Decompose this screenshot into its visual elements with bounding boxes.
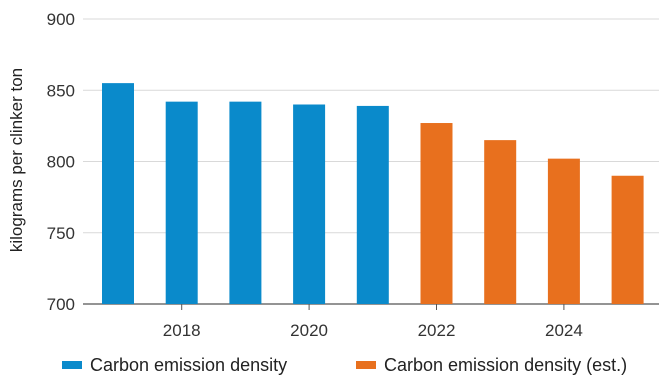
- y-axis-title: kilograms per clinker ton: [7, 68, 26, 252]
- bar: [356, 105, 389, 304]
- x-tick-label: 2018: [163, 321, 201, 340]
- bar: [102, 83, 134, 304]
- bar: [484, 140, 517, 304]
- x-axis: 2018 2020 2022 2024: [163, 304, 583, 340]
- legend-item: Carbon emission density: [62, 355, 287, 375]
- legend: Carbon emission density Carbon emission d…: [62, 355, 627, 375]
- legend-item: Carbon emission density (est.): [356, 355, 627, 375]
- x-tick-label: 2024: [545, 321, 583, 340]
- y-tick-label: 750: [47, 224, 75, 243]
- y-tick-label: 700: [47, 295, 75, 314]
- legend-label: Carbon emission density: [90, 355, 287, 375]
- bars: [102, 83, 644, 305]
- bar: [420, 123, 453, 305]
- bar: [293, 104, 326, 304]
- x-tick-label: 2020: [290, 321, 328, 340]
- bar: [165, 101, 198, 305]
- y-tick-label: 850: [47, 81, 75, 100]
- y-axis: 700 750 800 850 900: [47, 10, 75, 314]
- legend-label: Carbon emission density (est.): [384, 355, 627, 375]
- legend-swatch: [62, 361, 82, 369]
- y-tick-label: 900: [47, 10, 75, 29]
- y-tick-label: 800: [47, 153, 75, 172]
- x-tick-label: 2022: [418, 321, 456, 340]
- legend-swatch: [356, 361, 376, 369]
- bar: [611, 175, 644, 304]
- bar: [547, 158, 580, 304]
- bar: [229, 101, 262, 305]
